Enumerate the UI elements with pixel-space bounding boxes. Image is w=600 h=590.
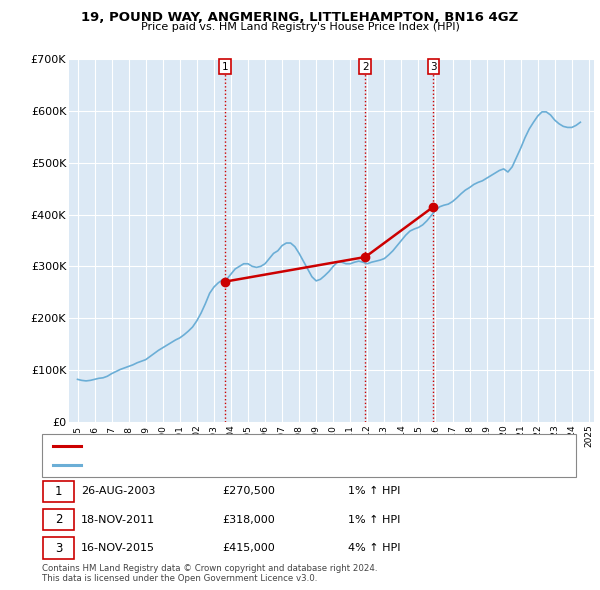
Text: 1: 1	[55, 485, 62, 498]
Text: HPI: Average price, detached house, Arun: HPI: Average price, detached house, Arun	[86, 460, 290, 470]
Text: 1% ↑ HPI: 1% ↑ HPI	[348, 515, 400, 525]
Text: 2: 2	[55, 513, 62, 526]
Text: 3: 3	[55, 542, 62, 555]
Text: £270,500: £270,500	[222, 487, 275, 496]
Text: 1: 1	[221, 62, 228, 72]
Text: 19, POUND WAY, ANGMERING, LITTLEHAMPTON, BN16 4GZ: 19, POUND WAY, ANGMERING, LITTLEHAMPTON,…	[82, 11, 518, 24]
Text: £415,000: £415,000	[222, 543, 275, 553]
Text: 18-NOV-2011: 18-NOV-2011	[81, 515, 155, 525]
Text: 1% ↑ HPI: 1% ↑ HPI	[348, 487, 400, 496]
Text: 16-NOV-2015: 16-NOV-2015	[81, 543, 155, 553]
Text: 19, POUND WAY, ANGMERING, LITTLEHAMPTON, BN16 4GZ (detached house): 19, POUND WAY, ANGMERING, LITTLEHAMPTON,…	[86, 441, 463, 451]
Text: Contains HM Land Registry data © Crown copyright and database right 2024.
This d: Contains HM Land Registry data © Crown c…	[42, 563, 377, 583]
Text: 4% ↑ HPI: 4% ↑ HPI	[348, 543, 401, 553]
Text: 2: 2	[362, 62, 368, 72]
Text: £318,000: £318,000	[222, 515, 275, 525]
Text: 26-AUG-2003: 26-AUG-2003	[81, 487, 155, 496]
Text: 3: 3	[430, 62, 437, 72]
Text: Price paid vs. HM Land Registry's House Price Index (HPI): Price paid vs. HM Land Registry's House …	[140, 22, 460, 32]
